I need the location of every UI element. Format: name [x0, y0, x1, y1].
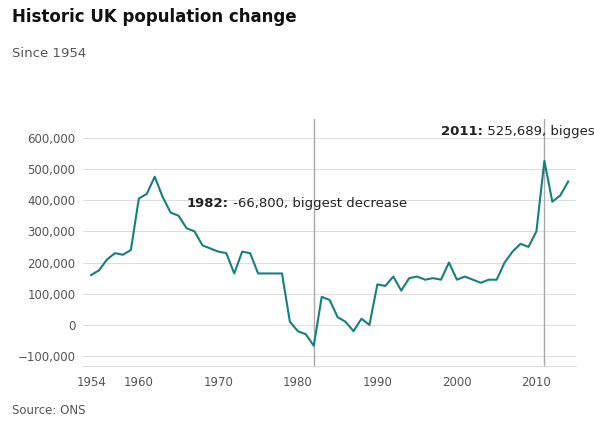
Text: -66,800, biggest decrease: -66,800, biggest decrease — [229, 197, 407, 210]
Text: Historic UK population change: Historic UK population change — [12, 8, 296, 26]
Text: 2011:: 2011: — [441, 125, 483, 138]
Text: Source: ONS: Source: ONS — [12, 403, 86, 416]
Text: 1982:: 1982: — [187, 197, 229, 210]
Text: 525,689, biggest increase: 525,689, biggest increase — [483, 125, 594, 138]
Text: Since 1954: Since 1954 — [12, 47, 86, 60]
